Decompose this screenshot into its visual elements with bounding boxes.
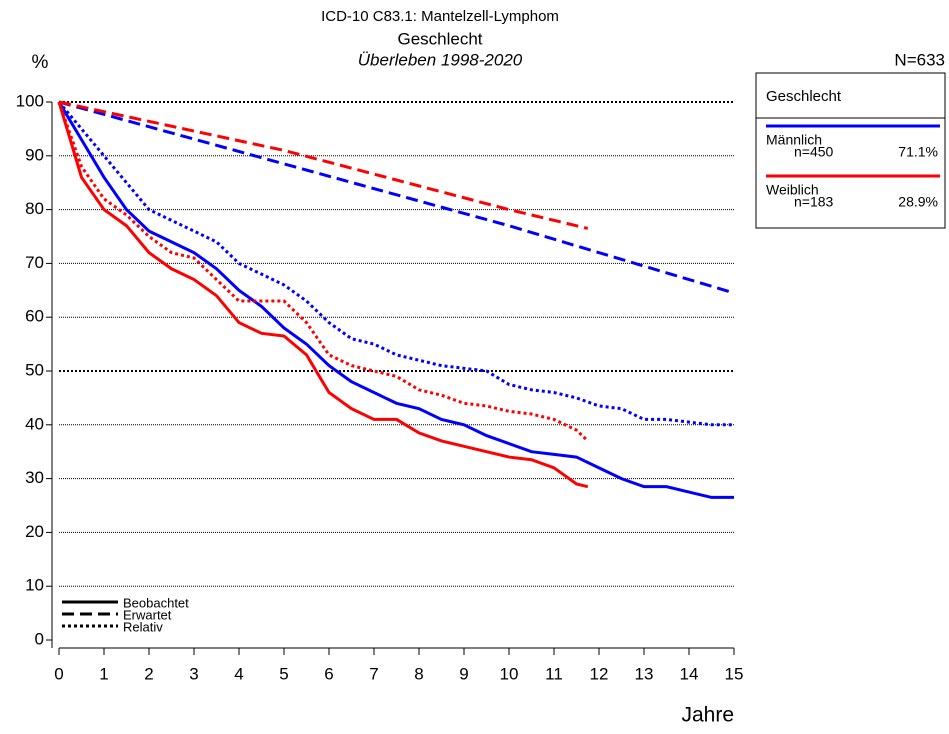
chart-subtitle: Geschlecht	[397, 29, 482, 48]
legend-n: n=450	[794, 144, 834, 160]
y-tick-label: 100	[16, 91, 44, 110]
x-tick-label: 12	[590, 664, 609, 683]
x-tick-label: 14	[680, 664, 699, 683]
y-tick-label: 0	[35, 629, 44, 648]
style-label: Relativ	[123, 619, 163, 634]
x-tick-label: 7	[369, 664, 378, 683]
legend-share: 71.1%	[898, 144, 938, 160]
y-tick-label: 30	[25, 468, 44, 487]
legend-share: 28.9%	[898, 194, 938, 210]
x-tick-label: 13	[635, 664, 654, 683]
x-tick-label: 8	[414, 664, 423, 683]
y-tick-label: 40	[25, 414, 44, 433]
y-tick-label: 90	[25, 145, 44, 164]
survival-line	[58, 100, 735, 295]
legend-label: Männlich	[766, 132, 822, 148]
legend-title: Geschlecht	[766, 88, 842, 105]
x-tick-label: 2	[144, 664, 153, 683]
y-tick-label: 60	[25, 307, 44, 326]
survival-line	[57, 101, 589, 443]
x-tick-label: 0	[54, 664, 63, 683]
style-label: Beobachtet	[123, 595, 189, 610]
survival-line	[57, 101, 589, 489]
x-tick-label: 3	[189, 664, 198, 683]
x-axis-label: Jahre	[681, 704, 734, 727]
legend-box	[755, 72, 946, 229]
x-tick-label: 6	[324, 664, 333, 683]
x-tick-label: 5	[279, 664, 288, 683]
y-tick-label: 80	[25, 199, 44, 218]
y-tick-label: 70	[25, 253, 44, 272]
legend-n: n=183	[794, 194, 834, 210]
legend-label: Weiblich	[766, 182, 819, 198]
style-label: Erwartet	[123, 607, 172, 622]
x-tick-label: 4	[234, 664, 243, 683]
chart-subtitle: Überleben 1998-2020	[358, 50, 523, 69]
x-tick-label: 15	[725, 664, 744, 683]
y-tick-label: 10	[25, 576, 44, 595]
chart-title: ICD-10 C83.1: Mantelzell-Lymphom	[321, 8, 559, 25]
x-tick-label: 1	[99, 664, 108, 683]
survival-line	[57, 101, 734, 499]
y-tick-label: 20	[25, 522, 44, 541]
x-tick-label: 10	[500, 664, 519, 683]
y-tick-label: 50	[25, 360, 44, 379]
n-label: N=633	[894, 50, 945, 69]
x-tick-label: 11	[545, 664, 563, 683]
x-tick-label: 9	[459, 664, 468, 683]
y-axis-label: %	[32, 52, 49, 73]
survival-line	[58, 100, 589, 230]
